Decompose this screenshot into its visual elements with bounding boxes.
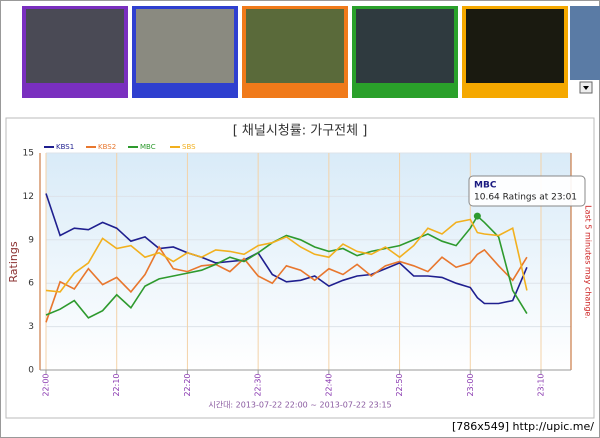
y-tick-label: 15 bbox=[23, 149, 34, 159]
legend-label: KBS2 bbox=[98, 143, 116, 151]
x-tick-label: 22:30 bbox=[254, 373, 263, 396]
thumb bbox=[26, 9, 124, 83]
watermark: [786x549] http://upic.me/ bbox=[452, 420, 594, 433]
x-tick-label: 22:50 bbox=[395, 373, 404, 396]
thumb bbox=[136, 9, 234, 83]
x-tick-label: 22:10 bbox=[112, 373, 121, 396]
y-tick-label: 0 bbox=[28, 366, 34, 376]
tooltip bbox=[468, 175, 586, 207]
legend-label: KBS1 bbox=[56, 143, 74, 151]
thumbnails bbox=[22, 6, 600, 98]
plot: 0 3 6 9 12 15 22:00 22:10 22:20 22:30 22:40 22:50 23… bbox=[23, 143, 586, 397]
y-tick-label: 3 bbox=[28, 322, 34, 332]
dropdown-arrow bbox=[583, 86, 589, 90]
x-tick-label: 22:40 bbox=[324, 373, 333, 396]
y-tick-label: 6 bbox=[28, 279, 34, 289]
x-tick-label: 23:10 bbox=[537, 373, 546, 396]
thumb bbox=[570, 6, 600, 80]
x-tick-label: 23:00 bbox=[466, 373, 475, 396]
series-line bbox=[45, 245, 528, 323]
chart-title: [ 채널시청률: 가구전체 ] bbox=[233, 124, 368, 139]
x-tick-label: 22:20 bbox=[183, 373, 192, 396]
legend-label: SBS bbox=[182, 143, 196, 151]
y-tick-label: 9 bbox=[28, 235, 34, 245]
series-line bbox=[45, 193, 528, 305]
legend-label: MBC bbox=[140, 143, 156, 151]
tooltip-title: MBC bbox=[474, 181, 497, 191]
tooltip-text: 10.64 Ratings at 23:01 bbox=[474, 193, 577, 203]
y-tick-label: 12 bbox=[23, 192, 34, 202]
y2-axis-label: Last 5 minutes may change. bbox=[584, 205, 593, 319]
x-caption: 시간대: 2013-07-22 22:00 ~ 2013-07-22 23:15 bbox=[208, 400, 391, 410]
thumb bbox=[466, 9, 564, 83]
tooltip-point bbox=[473, 212, 481, 220]
thumb bbox=[356, 9, 454, 83]
x-tick-label: 22:00 bbox=[42, 373, 51, 396]
y-axis-label: Ratings bbox=[7, 241, 20, 282]
thumb bbox=[246, 9, 344, 83]
series-line bbox=[45, 214, 528, 319]
series-line bbox=[45, 218, 528, 293]
